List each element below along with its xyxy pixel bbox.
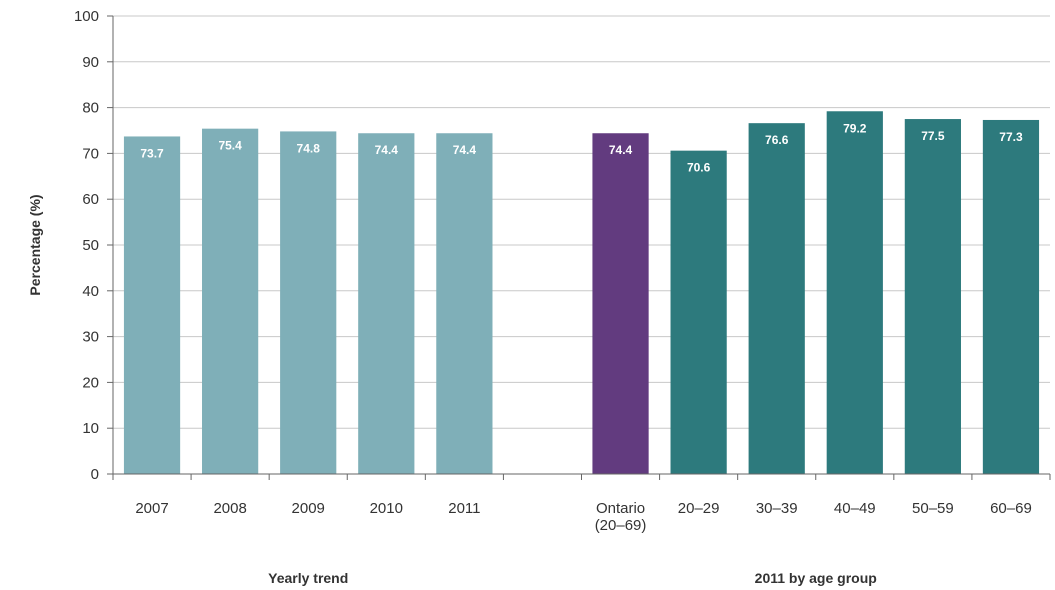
x-category-label: Ontario (20–69) bbox=[595, 500, 647, 534]
gridlines bbox=[107, 15, 1050, 475]
x-category-label: 60–69 bbox=[990, 500, 1032, 517]
y-tick-label: 80 bbox=[82, 100, 99, 117]
bar bbox=[280, 131, 337, 474]
y-tick-label: 0 bbox=[91, 466, 99, 483]
group-label-yearly-trend: Yearly trend bbox=[268, 570, 348, 586]
y-tick-label: 10 bbox=[82, 420, 99, 437]
y-tick-label: 30 bbox=[82, 329, 99, 346]
bar bbox=[592, 133, 649, 475]
x-category-label: 2008 bbox=[213, 500, 246, 517]
x-category-label: 2011 bbox=[448, 500, 480, 517]
y-axis-label: Percentage (%) bbox=[27, 194, 43, 295]
bar bbox=[748, 123, 805, 474]
y-tick-label: 50 bbox=[82, 237, 99, 254]
bar bbox=[123, 136, 181, 475]
bar-value-label: 76.6 bbox=[765, 133, 789, 147]
bar-value-label: 77.5 bbox=[921, 129, 945, 143]
bar bbox=[982, 119, 1040, 474]
bar bbox=[436, 133, 493, 475]
x-category-label: 2007 bbox=[135, 500, 168, 517]
x-category-label: 2009 bbox=[292, 500, 325, 517]
bar bbox=[904, 119, 961, 475]
bar-value-label: 79.2 bbox=[843, 121, 867, 135]
bar-value-label: 73.7 bbox=[140, 146, 164, 160]
bar bbox=[358, 133, 415, 475]
x-category-label: 30–39 bbox=[756, 500, 798, 517]
bar-value-label: 74.8 bbox=[297, 141, 321, 155]
y-axis-ticks: 0 10 20 30 40 50 60 70 80 90 100 bbox=[74, 8, 99, 483]
bar-value-label: 74.4 bbox=[375, 143, 399, 157]
y-tick-label: 20 bbox=[82, 374, 99, 391]
y-tick-label: 60 bbox=[82, 191, 99, 208]
bar-value-label: 75.4 bbox=[218, 139, 242, 153]
bar-value-label: 74.4 bbox=[609, 143, 633, 157]
y-tick-label: 90 bbox=[82, 54, 99, 71]
bars: 73.7 75.4 74.8 74.4 74.4 74.4 70.6 76.6 79.2 77.5… bbox=[123, 111, 1040, 475]
y-tick-label: 70 bbox=[82, 145, 99, 162]
x-category-label: 50–59 bbox=[912, 500, 954, 517]
bar bbox=[670, 150, 727, 475]
bar-value-label: 74.4 bbox=[453, 143, 477, 157]
x-axis-separators bbox=[112, 474, 1051, 480]
bar bbox=[202, 128, 259, 474]
bar-value-label: 77.3 bbox=[999, 130, 1023, 144]
y-tick-label: 40 bbox=[82, 283, 99, 300]
x-category-label: 20–29 bbox=[678, 500, 720, 517]
x-category-label: 40–49 bbox=[834, 500, 876, 517]
group-label-age-group: 2011 by age group bbox=[755, 570, 877, 586]
bar bbox=[826, 111, 883, 474]
x-axis-categories: 2007 2008 2009 2010 2011 Ontario (20–69) 20–29 3… bbox=[135, 500, 1031, 534]
bar-value-label: 70.6 bbox=[687, 161, 711, 175]
y-tick-label: 100 bbox=[74, 8, 99, 25]
x-category-label: 2010 bbox=[370, 500, 403, 517]
